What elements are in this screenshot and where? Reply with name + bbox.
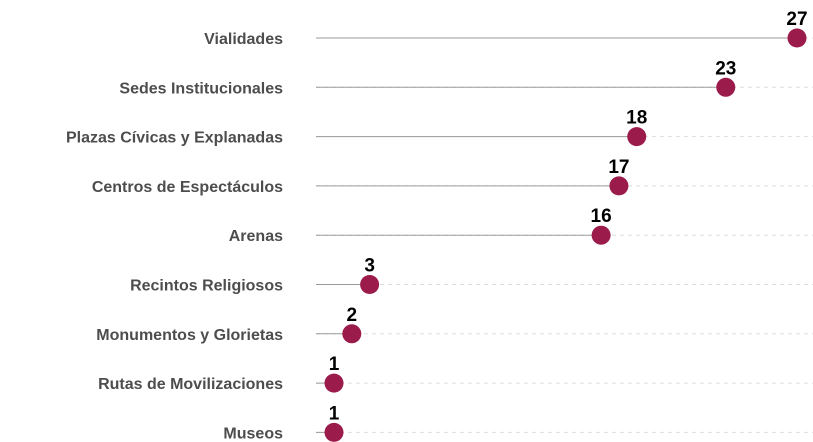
category-label: Recintos Religiosos xyxy=(130,278,283,295)
category-label: Sedes Institucionales xyxy=(119,80,283,97)
lollipop-point xyxy=(787,28,807,48)
lollipop-point xyxy=(342,324,362,344)
lollipop-point xyxy=(627,127,647,147)
category-label: Vialidades xyxy=(204,31,283,48)
category-label: Rutas de Movilizaciones xyxy=(98,376,283,393)
value-label: 1 xyxy=(329,354,340,375)
lollipop-point xyxy=(609,176,629,196)
lollipop-point xyxy=(716,77,736,97)
lollipop-point xyxy=(360,275,380,294)
value-label: 16 xyxy=(591,206,612,227)
category-label: Arenas xyxy=(229,228,283,245)
value-label: 18 xyxy=(626,108,647,129)
value-label: 3 xyxy=(364,256,375,277)
value-label: 2 xyxy=(347,305,358,326)
category-label: Museos xyxy=(223,425,283,442)
value-label: 27 xyxy=(786,9,807,30)
value-label: 23 xyxy=(715,58,736,79)
category-label: Monumentos y Glorietas xyxy=(96,327,283,344)
category-label: Plazas Cívicas y Explanadas xyxy=(66,130,283,147)
category-label: Centros de Espectáculos xyxy=(92,179,283,196)
value-label: 1 xyxy=(329,403,340,424)
lollipop-point xyxy=(591,225,611,245)
lollipop-point xyxy=(324,373,344,393)
value-label: 17 xyxy=(608,157,629,178)
lollipop-point xyxy=(324,422,344,442)
point-layer xyxy=(324,28,807,442)
